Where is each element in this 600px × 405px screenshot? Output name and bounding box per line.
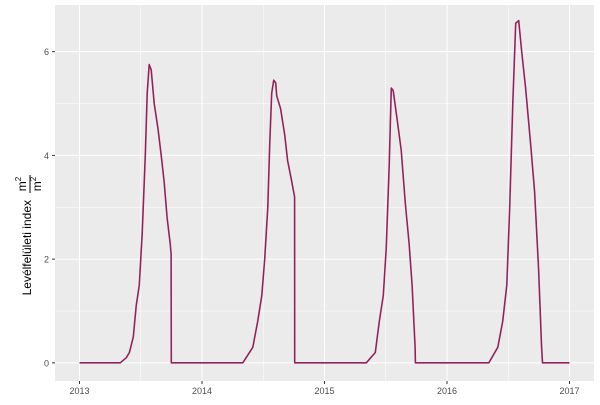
x-tick-label: 2017 [559, 386, 579, 396]
grid-lines [55, 5, 594, 381]
x-tick-label: 2016 [437, 386, 457, 396]
y-tick-label: 4 [44, 151, 49, 161]
y-axis-label: Levélfelületi index [20, 200, 34, 295]
y-unit-numerator: m2 [14, 176, 29, 191]
axes: 0 2 4 6 2013 2014 2015 2016 2017 [44, 47, 580, 396]
series-lines [79, 19, 570, 364]
y-tick-label: 2 [44, 255, 49, 265]
y-tick-label: 6 [44, 47, 49, 57]
x-tick-label: 2015 [314, 386, 334, 396]
y-unit-denominator: m2 [29, 176, 44, 191]
x-tick-label: 2013 [69, 386, 89, 396]
series-line-2 [79, 20, 570, 364]
y-axis-title: Levélfelületi index m2 m2 [14, 175, 44, 295]
y-tick-label: 0 [44, 358, 49, 368]
x-tick-label: 2014 [192, 386, 212, 396]
